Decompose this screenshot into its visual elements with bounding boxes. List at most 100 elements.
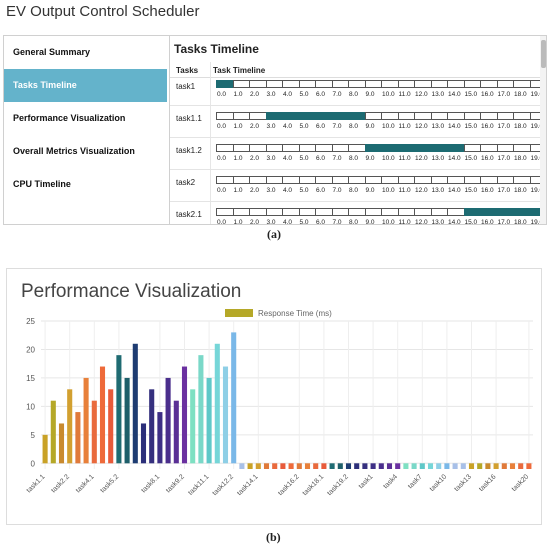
timeline-slot bbox=[529, 208, 546, 216]
timeline-slot bbox=[216, 80, 234, 88]
bar bbox=[231, 332, 237, 464]
bar bbox=[460, 463, 466, 469]
timeline-tick-label: 18.0 bbox=[514, 155, 527, 162]
timeline-tick-label: 9.0 bbox=[365, 155, 375, 162]
timeline-tick-label: 11.0 bbox=[398, 219, 411, 224]
bar bbox=[493, 463, 499, 469]
header-divider bbox=[170, 77, 546, 78]
timeline-tick-label: 6.0 bbox=[316, 187, 326, 194]
timeline-tick-label: 8.0 bbox=[349, 155, 359, 162]
bar bbox=[452, 463, 458, 469]
task-row-name: task1 bbox=[176, 82, 196, 91]
timeline-tick-label: 14.0 bbox=[448, 219, 461, 224]
timeline-tick-label: 19.0 bbox=[530, 219, 544, 224]
legend-swatch bbox=[225, 309, 253, 317]
bar bbox=[157, 412, 163, 464]
timeline-slot bbox=[496, 176, 514, 184]
timeline-slot bbox=[381, 80, 399, 88]
timeline-tick-label: 4.0 bbox=[283, 155, 293, 162]
bar bbox=[386, 463, 393, 469]
sidebar-item-tasks-timeline[interactable]: Tasks Timeline bbox=[4, 69, 167, 102]
vertical-scrollbar[interactable] bbox=[540, 36, 546, 224]
bar bbox=[108, 389, 114, 464]
timeline-tick-label: 6.0 bbox=[316, 155, 326, 162]
bar bbox=[206, 377, 212, 464]
x-tick-label: task7 bbox=[407, 473, 424, 490]
bar bbox=[132, 343, 138, 464]
x-tick-label: task19.2 bbox=[326, 473, 350, 497]
timeline-tick-label: 13.0 bbox=[431, 123, 445, 130]
timeline-slot bbox=[331, 208, 349, 216]
timeline-tick-label: 5.0 bbox=[299, 187, 309, 194]
sidebar-item-performance-visualization[interactable]: Performance Visualization bbox=[13, 113, 126, 123]
scheduler-window: General Summary Tasks Timeline Performan… bbox=[3, 35, 547, 225]
timeline-slot bbox=[414, 80, 432, 88]
bar bbox=[165, 377, 171, 464]
timeline-slot bbox=[463, 208, 481, 216]
timeline-tick-label: 8.0 bbox=[349, 187, 359, 194]
timeline-slot bbox=[364, 112, 382, 120]
timeline-tick-label: 15.0 bbox=[464, 155, 478, 162]
timeline-tick-label: 5.0 bbox=[299, 155, 309, 162]
timeline-slot bbox=[381, 208, 399, 216]
timeline-slot bbox=[496, 112, 514, 120]
timeline-slot bbox=[463, 176, 481, 184]
x-tick-label: task16 bbox=[478, 473, 498, 493]
timeline-tick-label: 3.0 bbox=[266, 123, 276, 130]
timeline-tick-label: 17.0 bbox=[497, 91, 511, 98]
x-tick-label: task4.1 bbox=[75, 473, 96, 494]
timeline-slot bbox=[315, 80, 333, 88]
timeline-slot bbox=[348, 80, 366, 88]
timeline-slot bbox=[463, 144, 481, 152]
timeline-slot bbox=[282, 176, 300, 184]
timeline-slot bbox=[364, 144, 382, 152]
timeline-slot bbox=[232, 80, 250, 88]
scrollbar-thumb[interactable] bbox=[541, 40, 546, 68]
timeline-tick-label: 17.0 bbox=[497, 187, 511, 194]
timeline-tick-label: 18.0 bbox=[514, 187, 527, 194]
timeline-tick-label: 1.0 bbox=[233, 155, 243, 162]
sidebar-item-overall-metrics-visualization[interactable]: Overall Metrics Visualization bbox=[13, 146, 135, 156]
timeline-tick-label: 10.0 bbox=[382, 91, 395, 98]
task-row-name: task1.2 bbox=[176, 146, 202, 155]
timeline-slot bbox=[315, 144, 333, 152]
timeline-tick-label: 17.0 bbox=[497, 123, 511, 130]
bar bbox=[214, 343, 220, 464]
timeline-slot bbox=[447, 208, 465, 216]
timeline-tick-label: 14.0 bbox=[448, 91, 461, 98]
bar bbox=[304, 463, 311, 469]
timeline-slot bbox=[430, 208, 448, 216]
timeline-slot bbox=[348, 176, 366, 184]
timeline-tick-label: 18.0 bbox=[514, 123, 527, 130]
timeline-slot bbox=[265, 112, 283, 120]
sidebar-item-general-summary[interactable]: General Summary bbox=[13, 47, 91, 57]
sidebar-item-cpu-timeline[interactable]: CPU Timeline bbox=[13, 179, 71, 189]
timeline-tick-label: 13.0 bbox=[431, 187, 445, 194]
timeline-slot bbox=[331, 176, 349, 184]
task-row-name: task2 bbox=[176, 178, 196, 187]
timeline-slot bbox=[529, 80, 546, 88]
x-tick-label: task5.2 bbox=[99, 473, 120, 494]
timeline-tick-label: 0.0 bbox=[217, 123, 227, 130]
x-tick-label: task13 bbox=[453, 473, 473, 493]
timeline-slot bbox=[315, 112, 333, 120]
timeline-slot bbox=[381, 112, 399, 120]
timeline-slot bbox=[348, 112, 366, 120]
x-tick-label: task1 bbox=[358, 473, 375, 490]
timeline-tick-label: 0.0 bbox=[217, 219, 227, 224]
timeline-slot bbox=[414, 176, 432, 184]
bar bbox=[140, 423, 147, 464]
bar bbox=[288, 463, 294, 469]
timeline-slot bbox=[249, 80, 267, 88]
timeline-tick-label: 12.0 bbox=[415, 187, 428, 194]
timeline-tick-label: 0.0 bbox=[217, 187, 227, 194]
timeline-slot bbox=[249, 176, 267, 184]
sidebar: General Summary Tasks Timeline Performan… bbox=[4, 36, 167, 224]
timeline-tick-label: 12.0 bbox=[415, 155, 428, 162]
timeline-slot bbox=[397, 208, 415, 216]
row-divider bbox=[170, 105, 546, 106]
timeline-tick-label: 7.0 bbox=[332, 91, 342, 98]
x-tick-label: task4 bbox=[382, 473, 399, 490]
y-tick-label: 0 bbox=[31, 459, 36, 468]
timeline-slot bbox=[430, 112, 448, 120]
